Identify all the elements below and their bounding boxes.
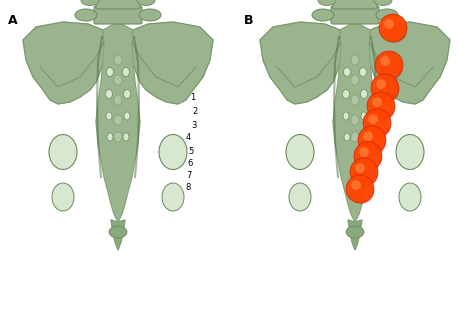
Polygon shape [111, 220, 125, 250]
Ellipse shape [344, 133, 350, 141]
Ellipse shape [106, 112, 112, 120]
Ellipse shape [376, 9, 398, 21]
Circle shape [376, 79, 386, 89]
Circle shape [351, 180, 361, 190]
Circle shape [358, 126, 386, 154]
Text: A: A [8, 14, 18, 27]
Circle shape [354, 142, 382, 170]
Ellipse shape [162, 183, 184, 211]
Circle shape [375, 51, 403, 79]
Ellipse shape [114, 75, 122, 85]
Circle shape [362, 131, 386, 155]
Circle shape [375, 79, 399, 103]
Ellipse shape [81, 0, 99, 6]
Ellipse shape [361, 112, 367, 120]
Circle shape [368, 114, 378, 124]
FancyBboxPatch shape [333, 0, 377, 9]
Ellipse shape [359, 67, 366, 76]
Text: 5: 5 [188, 147, 193, 155]
Ellipse shape [344, 67, 350, 76]
Circle shape [350, 180, 374, 204]
Polygon shape [23, 22, 104, 104]
Circle shape [372, 97, 382, 107]
Polygon shape [348, 220, 362, 250]
Ellipse shape [124, 112, 130, 120]
Ellipse shape [139, 9, 161, 21]
Circle shape [380, 56, 390, 66]
Circle shape [379, 56, 403, 80]
Circle shape [371, 97, 395, 121]
Polygon shape [96, 22, 140, 222]
Ellipse shape [75, 9, 97, 21]
Ellipse shape [114, 55, 122, 65]
Ellipse shape [106, 90, 112, 99]
Circle shape [367, 92, 395, 120]
Text: 1: 1 [190, 94, 195, 103]
Text: 4: 4 [186, 134, 191, 143]
Ellipse shape [360, 133, 366, 141]
Text: 3: 3 [191, 120, 196, 129]
Ellipse shape [399, 183, 421, 211]
Ellipse shape [351, 55, 359, 65]
Ellipse shape [346, 226, 364, 238]
Ellipse shape [396, 134, 424, 169]
Circle shape [354, 163, 378, 187]
Ellipse shape [114, 132, 122, 142]
Ellipse shape [318, 0, 336, 6]
Ellipse shape [114, 115, 122, 125]
Polygon shape [132, 22, 213, 104]
Circle shape [359, 147, 369, 157]
Ellipse shape [351, 115, 359, 125]
Circle shape [358, 147, 382, 171]
Polygon shape [369, 22, 450, 104]
Ellipse shape [137, 0, 155, 6]
Text: 6: 6 [187, 158, 192, 168]
Ellipse shape [286, 134, 314, 169]
Circle shape [363, 109, 391, 137]
Circle shape [383, 19, 407, 43]
Ellipse shape [109, 226, 127, 238]
Text: 8: 8 [185, 183, 191, 193]
Polygon shape [333, 22, 377, 222]
Ellipse shape [49, 134, 77, 169]
Text: 2: 2 [192, 108, 197, 116]
FancyBboxPatch shape [96, 0, 140, 9]
Circle shape [363, 131, 373, 141]
Text: B: B [244, 14, 254, 27]
Text: 7: 7 [186, 170, 191, 179]
Ellipse shape [107, 133, 113, 141]
FancyBboxPatch shape [331, 6, 379, 24]
Ellipse shape [361, 90, 367, 99]
Ellipse shape [374, 0, 392, 6]
Ellipse shape [312, 9, 334, 21]
Circle shape [350, 158, 378, 186]
Circle shape [355, 163, 365, 173]
Circle shape [346, 175, 374, 203]
Ellipse shape [122, 67, 129, 76]
Ellipse shape [123, 133, 129, 141]
Circle shape [367, 114, 391, 138]
Ellipse shape [159, 134, 187, 169]
FancyBboxPatch shape [94, 6, 142, 24]
Ellipse shape [351, 75, 359, 85]
Ellipse shape [52, 183, 74, 211]
Ellipse shape [351, 132, 359, 142]
Circle shape [371, 74, 399, 102]
Polygon shape [260, 22, 341, 104]
Circle shape [384, 19, 394, 29]
Ellipse shape [124, 90, 130, 99]
Ellipse shape [351, 95, 359, 105]
Ellipse shape [343, 90, 349, 99]
Ellipse shape [114, 95, 122, 105]
Ellipse shape [107, 67, 113, 76]
Ellipse shape [289, 183, 311, 211]
Circle shape [379, 14, 407, 42]
Ellipse shape [343, 112, 349, 120]
